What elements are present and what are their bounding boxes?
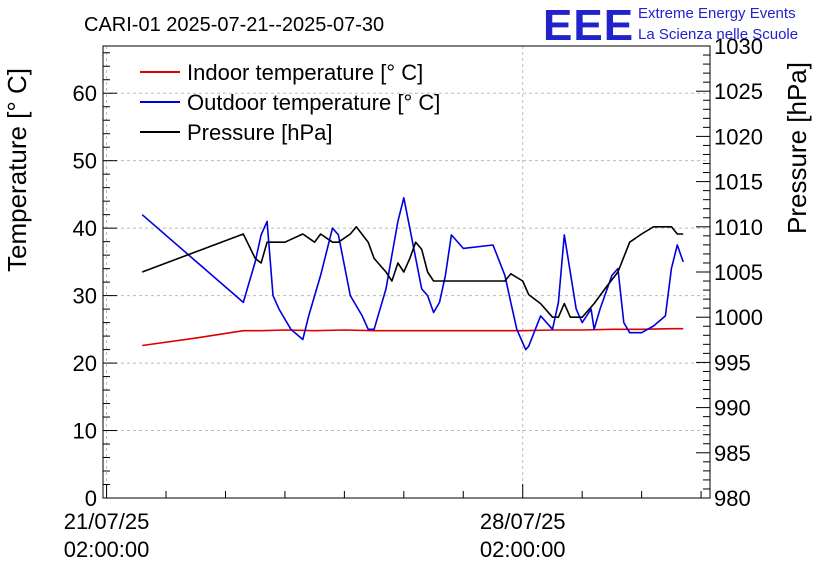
y-tick-label-left: 10 <box>73 419 97 444</box>
plot-series <box>141 197 684 351</box>
series-line-pressure <box>141 226 684 319</box>
y-tick-label-right: 1025 <box>714 79 763 104</box>
y-tick-label-left: 0 <box>85 486 97 511</box>
y-tick-label-right: 990 <box>714 396 751 421</box>
y-axis-title-left: Temperature [° C] <box>2 68 32 272</box>
y-tick-label-left: 20 <box>73 351 97 376</box>
y-tick-label-right: 1015 <box>714 170 763 195</box>
y-tick-label-right: 995 <box>714 350 751 375</box>
legend: Indoor temperature [° C] Outdoor tempera… <box>140 60 440 145</box>
series-line-indoor <box>142 327 684 347</box>
grid <box>103 46 710 498</box>
logo-line-2: La Scienza nelle Scuole <box>638 26 798 43</box>
y-tick-label-right: 1030 <box>714 34 763 59</box>
legend-label-outdoor: Outdoor temperature [° C] <box>187 90 440 115</box>
chart-title: CARI-01 2025-07-21--2025-07-30 <box>84 14 384 36</box>
x-tick-label-time: 02:00:00 <box>64 537 150 562</box>
series-line-outdoor <box>141 197 684 351</box>
eee-logo: EEE Extreme Energy Events La Scienza nel… <box>543 1 798 50</box>
y-tick-label-right: 1020 <box>714 124 763 149</box>
logo-line-1: Extreme Energy Events <box>638 5 796 22</box>
y-tick-label-left: 40 <box>73 216 97 241</box>
x-tick-label-date: 21/07/25 <box>64 509 150 534</box>
legend-label-pressure: Pressure [hPa] <box>187 120 333 145</box>
y-tick-label-left: 60 <box>73 81 97 106</box>
x-tick-label-time: 02:00:00 <box>480 537 566 562</box>
legend-label-indoor: Indoor temperature [° C] <box>187 60 423 85</box>
y-tick-label-right: 1000 <box>714 305 763 330</box>
logo-mark: EEE <box>543 1 634 50</box>
y-axis-title-right: Pressure [hPa] <box>782 62 812 234</box>
y-tick-label-left: 50 <box>73 149 97 174</box>
y-tick-label-left: 30 <box>73 284 97 309</box>
axes: 0102030405060980985990995100010051010101… <box>64 34 763 562</box>
y-tick-label-right: 1010 <box>714 215 763 240</box>
y-tick-label-right: 980 <box>714 486 751 511</box>
y-tick-label-right: 1005 <box>714 260 763 285</box>
x-tick-label-date: 28/07/25 <box>480 509 566 534</box>
y-tick-label-right: 985 <box>714 441 751 466</box>
